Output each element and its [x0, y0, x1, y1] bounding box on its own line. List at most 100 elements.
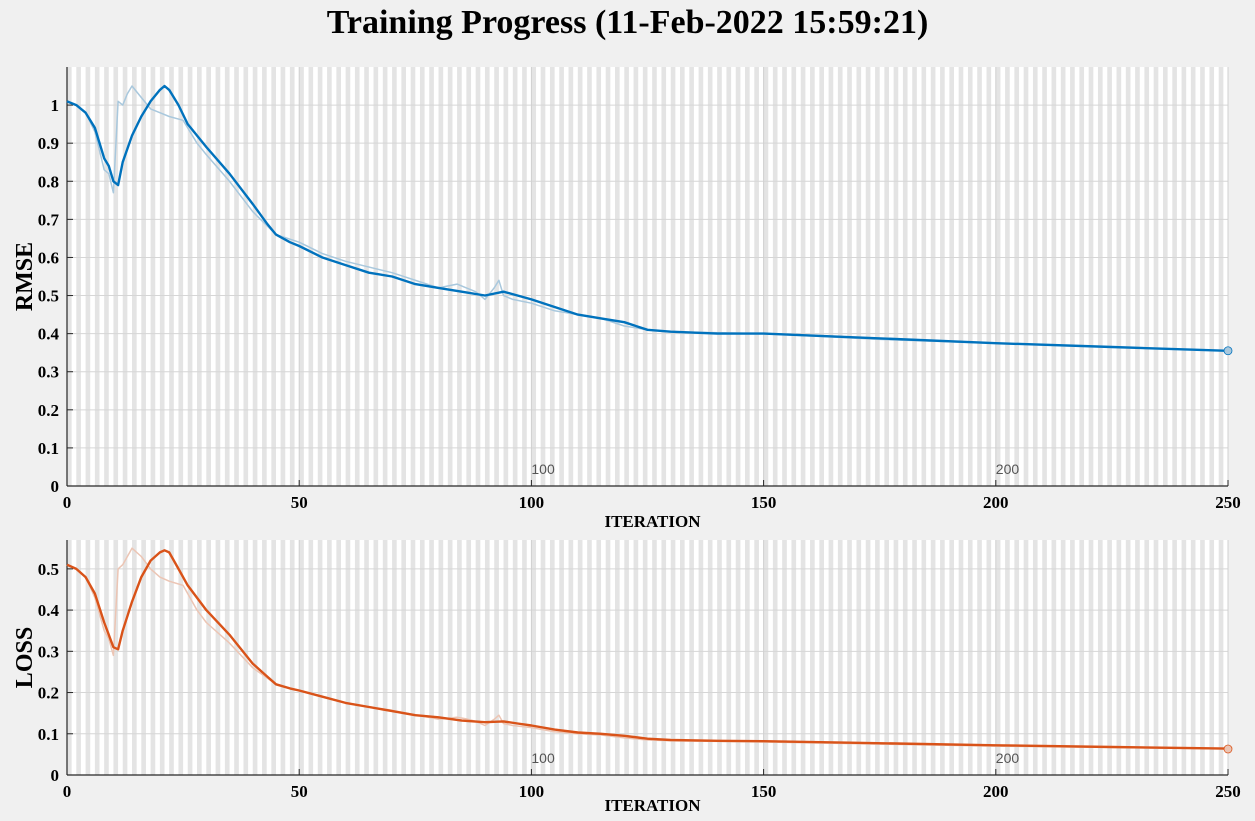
epoch-stripe [930, 67, 936, 486]
epoch-stripe [624, 540, 629, 775]
epoch-stripe [317, 67, 323, 486]
epoch-stripe [1032, 67, 1038, 486]
epoch-stripe [327, 540, 332, 775]
epoch-stripe [141, 67, 146, 486]
epoch-stripe [364, 67, 369, 486]
epoch-stripe [1172, 540, 1177, 775]
epoch-stripe [271, 67, 276, 486]
epoch-stripe [670, 540, 676, 775]
epoch-stripe [252, 67, 258, 486]
epoch-stripe [1116, 67, 1122, 486]
epoch-stripe [215, 540, 221, 775]
rmse-y-axis-title: RMSE [12, 242, 38, 311]
epoch-stripe [345, 67, 351, 486]
epoch-stripe [940, 540, 945, 775]
epoch-stripe [800, 540, 806, 775]
epoch-stripe [484, 67, 490, 486]
epoch-stripe [670, 67, 676, 486]
epoch-stripe [875, 540, 880, 775]
epoch-stripe [624, 67, 629, 486]
epoch-stripe [234, 540, 239, 775]
epoch-stripe [178, 67, 184, 486]
epoch-stripe [280, 540, 286, 775]
epoch-stripe [410, 540, 416, 775]
epoch-stripe [921, 540, 927, 775]
epoch-stripe [587, 540, 592, 775]
epoch-stripe [893, 540, 899, 775]
epoch-stripe [865, 540, 871, 775]
epoch-stripe [262, 67, 267, 486]
epoch-stripe [782, 67, 787, 486]
epoch-stripe [642, 540, 648, 775]
epoch-stripe [577, 67, 583, 486]
loss-epoch-label: 200 [996, 750, 1020, 766]
epoch-stripe [336, 540, 341, 775]
epoch-stripe [85, 67, 91, 486]
epoch-stripe [568, 540, 574, 775]
epoch-stripe [1088, 540, 1094, 775]
epoch-stripe [113, 67, 119, 486]
epoch-stripe [1153, 67, 1159, 486]
epoch-stripe [243, 540, 249, 775]
loss-epoch-stripes [67, 540, 1224, 775]
rmse-x-tick-label: 50 [291, 493, 308, 512]
epoch-stripe [419, 67, 425, 486]
epoch-stripe [902, 540, 908, 775]
rmse-x-tick-label: 0 [63, 493, 72, 512]
epoch-stripe [494, 67, 499, 486]
rmse-epoch-label: 100 [531, 461, 555, 477]
epoch-stripe [503, 67, 509, 486]
epoch-stripe [308, 540, 314, 775]
rmse-x-tick-label: 150 [751, 493, 777, 512]
epoch-stripe [680, 540, 685, 775]
epoch-stripe [828, 540, 834, 775]
loss-x-tick-label: 50 [291, 782, 308, 801]
epoch-stripe [169, 540, 174, 775]
epoch-stripe [429, 67, 434, 486]
epoch-stripe [122, 540, 128, 775]
epoch-stripe [1162, 540, 1168, 775]
rmse-x-axis-title: ITERATION [604, 512, 701, 531]
epoch-stripe [1190, 540, 1196, 775]
epoch-stripe [531, 540, 537, 775]
rmse-final-point [1223, 346, 1233, 356]
epoch-stripe [819, 67, 824, 486]
epoch-stripe [884, 540, 889, 775]
epoch-stripe [819, 540, 824, 775]
epoch-stripe [1088, 67, 1094, 486]
epoch-stripe [837, 540, 843, 775]
epoch-stripe [327, 67, 332, 486]
rmse-y-tick-label: 0.6 [38, 248, 59, 267]
epoch-stripe [800, 67, 806, 486]
epoch-stripe [1060, 67, 1066, 486]
rmse-chart: 0 50 100 150 200 250 0 0.1 0.2 0.3 0.4 0.5 0.6 0.7 0.8… [12, 67, 1241, 531]
epoch-stripe [949, 540, 955, 775]
epoch-stripe [1097, 67, 1103, 486]
loss-final-point [1223, 744, 1233, 754]
epoch-stripe [132, 67, 137, 486]
rmse-y-tick-label: 0.8 [38, 172, 59, 191]
epoch-stripe [1200, 540, 1205, 775]
rmse-y-tick-label: 0.7 [38, 210, 60, 229]
epoch-stripe [150, 67, 156, 486]
epoch-stripe [689, 67, 694, 486]
epoch-stripe [1014, 540, 1020, 775]
epoch-stripe [689, 540, 694, 775]
epoch-stripe [763, 67, 769, 486]
epoch-stripe [986, 540, 992, 775]
epoch-stripe [549, 540, 555, 775]
epoch-stripe [605, 67, 611, 486]
epoch-stripe [856, 540, 862, 775]
epoch-stripe [782, 540, 787, 775]
epoch-stripe [1107, 540, 1112, 775]
epoch-stripe [698, 67, 704, 486]
epoch-stripe [113, 540, 119, 775]
epoch-stripe [197, 540, 202, 775]
epoch-stripe [262, 540, 267, 775]
epoch-stripe [949, 67, 955, 486]
epoch-stripe [707, 540, 713, 775]
epoch-stripe [1070, 67, 1075, 486]
loss-x-tick-label: 250 [1215, 782, 1241, 801]
loss-y-tick-label: 0.5 [38, 560, 59, 579]
